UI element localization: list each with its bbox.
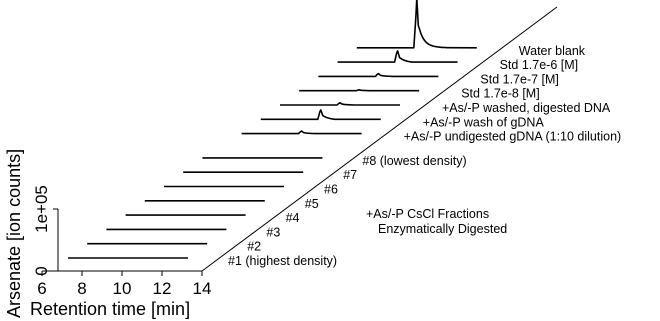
x-tick-label: 14 xyxy=(193,279,212,298)
trace-std-1-7e-6-m xyxy=(337,50,458,63)
trace-label-5: #5 xyxy=(305,197,319,211)
x-tick-label: 6 xyxy=(37,279,46,298)
traces xyxy=(68,0,477,259)
y-tick-label: 0 xyxy=(32,266,51,275)
x-ticks: 6 8 10 12 14 xyxy=(37,271,211,298)
trace-label-1-highest-density: #1 (highest density) xyxy=(228,254,337,268)
trace-label-std-1-7e-6-m: Std 1.7e-6 [M] xyxy=(500,58,579,72)
trace-label-3: #3 xyxy=(266,225,280,239)
group-label-line-1: +As/-P CsCl Fractions xyxy=(366,207,489,221)
trace-label-water-blank: Water blank xyxy=(519,44,586,58)
trace-labels: #1 (highest density)#2 #3 #4 #5 #6 #7 #8 (lowe… xyxy=(228,44,621,268)
trace-label-std-1-7e-7-m: Std 1.7e-7 [M] xyxy=(480,72,559,86)
trace-label-7: #7 xyxy=(343,168,357,182)
trace-water-blank xyxy=(356,0,477,49)
trace-label-4: #4 xyxy=(286,211,300,225)
trace-label-6: #6 xyxy=(324,183,338,197)
trace-as-p-wash-of-gdna xyxy=(260,109,381,121)
x-tick-label: 12 xyxy=(153,279,172,298)
x-tick-label: 10 xyxy=(113,279,132,298)
y-axis-title: Arsenate [ion counts] xyxy=(4,149,24,318)
trace-label-std-1-7e-8-m: Std 1.7e-8 [M] xyxy=(461,87,540,101)
trace-as-p-undigested-gdna-1-10-dilution xyxy=(241,130,362,135)
trace-label-8-lowest-density: #8 (lowest density) xyxy=(362,154,466,168)
depth-axis-line xyxy=(201,6,558,272)
trace-as-p-washed-digested-dna xyxy=(280,102,400,106)
trace-label-as-p-washed-digested-dna: +As/-P washed, digested DNA xyxy=(442,101,611,115)
trace-std-1-7e-7-m xyxy=(318,72,439,78)
trace-label-as-p-undigested-gdna-1-10-dilution: +As/-P undigested gDNA (1:10 dilution) xyxy=(404,130,622,144)
y-ticks: 0 1e+05 xyxy=(32,185,58,276)
trace-label-2: #2 xyxy=(247,240,261,254)
group-label-line-2: Enzymatically Digested xyxy=(378,222,507,236)
x-tick-label: 8 xyxy=(77,279,86,298)
y-tick-label: 1e+05 xyxy=(32,185,51,233)
trace-label-as-p-wash-of-gdna: +As/-P wash of gDNA xyxy=(423,115,545,129)
trace-std-1-7e-8-m xyxy=(299,89,420,92)
x-axis-title: Retention time [min] xyxy=(30,299,190,319)
